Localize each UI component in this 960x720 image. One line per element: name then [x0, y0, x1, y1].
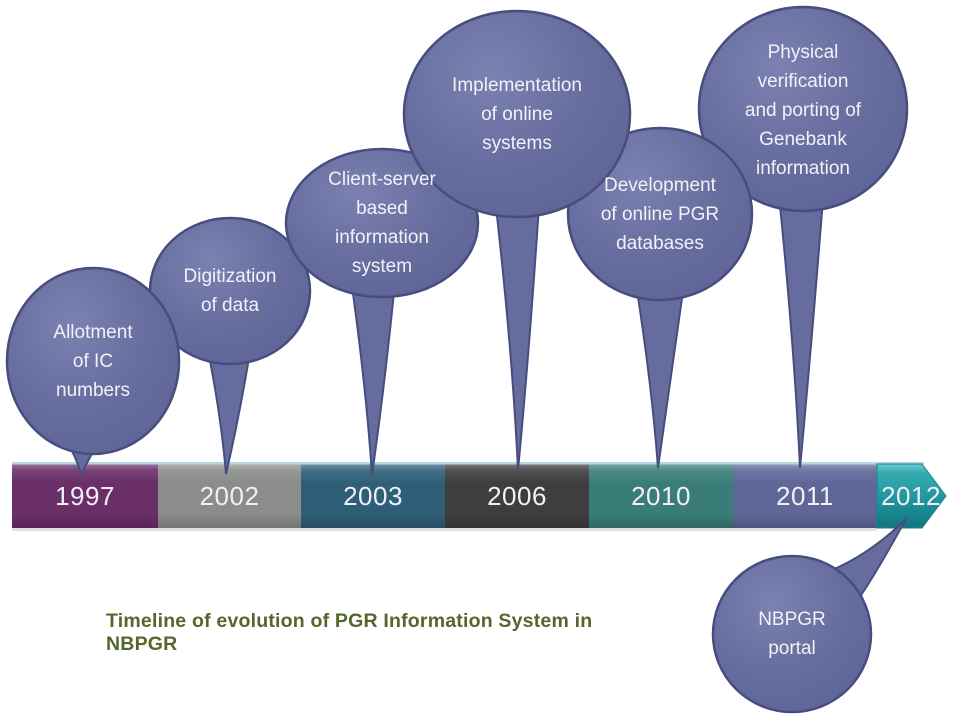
balloon-text-2010: Development of online PGR databases — [600, 174, 720, 254]
bar-shadow — [12, 528, 877, 531]
balloon-text-1997: Allotment of IC numbers — [53, 321, 133, 401]
balloon-text-portal: NBPGR portal — [758, 609, 826, 659]
balloon-tail-2010 — [634, 283, 686, 469]
balloon-text-2011: Physical verification and porting of Gen… — [744, 41, 862, 179]
year-label-2010: 2010 — [631, 480, 691, 511]
year-label-2006: 2006 — [487, 480, 547, 511]
balloon-text-2002: Digitization of data — [183, 266, 277, 316]
balloon-text-2003: Client-server based information system — [328, 169, 436, 277]
year-label-2012: 2012 — [881, 480, 941, 511]
year-label-2002: 2002 — [199, 480, 260, 511]
year-label-1997: 1997 — [55, 480, 115, 511]
year-label-2011: 2011 — [776, 480, 834, 511]
balloon-tail-2003 — [348, 271, 398, 476]
balloon-tail-2006 — [492, 189, 542, 471]
year-label-2003: 2003 — [343, 480, 403, 511]
balloon-tail-2011 — [776, 185, 826, 469]
balloon-text-2006: Implementation of online systems — [452, 74, 582, 154]
caption: Timeline of evolution of PGR Information… — [106, 610, 593, 655]
